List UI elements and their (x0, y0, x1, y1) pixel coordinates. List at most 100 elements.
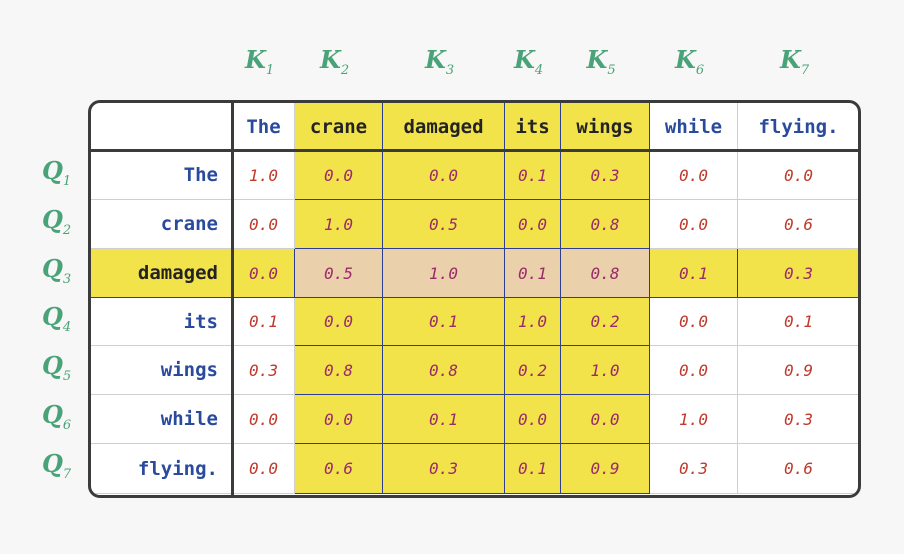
query-token: crane (91, 200, 233, 249)
query-token: flying. (91, 444, 233, 494)
attention-value: 0.0 (233, 395, 295, 444)
query-label: Q6 (42, 399, 72, 433)
attention-value: 0.1 (383, 395, 505, 444)
key-subscript: 6 (695, 62, 705, 78)
attention-value: 1.0 (295, 200, 383, 249)
attention-matrix: The crane damaged its wings while flying. The 1.… (88, 100, 861, 498)
key-letter: K (245, 45, 266, 74)
attention-value: 0.0 (650, 200, 738, 249)
query-subscript: 3 (62, 271, 72, 287)
header-row-divider (91, 149, 858, 152)
attention-value: 0.0 (561, 395, 650, 444)
key-token: its (505, 103, 561, 151)
query-letter: Q (42, 449, 63, 478)
attention-value: 0.0 (650, 151, 738, 200)
attention-value: 0.0 (233, 444, 295, 494)
attention-value: 1.0 (650, 395, 738, 444)
key-label: K1 (245, 48, 274, 77)
attention-value: 0.9 (738, 346, 858, 395)
attention-value: 0.3 (383, 444, 505, 494)
key-token: damaged (383, 103, 505, 151)
key-token: flying. (738, 103, 858, 151)
key-subscript: 3 (445, 62, 455, 78)
key-label: K5 (587, 48, 616, 77)
key-letter: K (425, 45, 446, 74)
query-subscript: 1 (62, 173, 72, 189)
query-label: Q2 (42, 204, 72, 238)
attention-value: 0.2 (505, 346, 561, 395)
attention-value: 0.0 (233, 249, 295, 298)
attention-value: 0.8 (561, 200, 650, 249)
query-label: Q7 (42, 452, 71, 481)
query-subscript: 5 (62, 368, 72, 384)
query-subscript: 4 (62, 319, 72, 335)
key-label: K3 (425, 48, 454, 77)
key-token: The (233, 103, 295, 151)
query-token: damaged (91, 249, 233, 298)
key-subscript: 1 (265, 62, 275, 78)
attention-value: 0.1 (383, 298, 505, 346)
attention-value: 0.3 (738, 249, 858, 298)
attention-value: 0.8 (295, 346, 383, 395)
attention-value: 0.3 (650, 444, 738, 494)
attention-value: 0.8 (383, 346, 505, 395)
corner-cell (91, 103, 233, 151)
attention-value: 0.1 (505, 249, 561, 298)
query-token: wings (91, 346, 233, 395)
key-subscript: 7 (800, 62, 810, 78)
query-label: Q1 (42, 155, 72, 189)
attention-value: 1.0 (505, 298, 561, 346)
key-token: while (650, 103, 738, 151)
attention-value: 0.0 (505, 395, 561, 444)
query-letter: Q (42, 253, 63, 283)
query-letter: Q (42, 155, 63, 185)
query-letter: Q (42, 399, 63, 429)
attention-value: 0.3 (738, 395, 858, 444)
attention-value: 0.9 (561, 444, 650, 494)
attention-value: 0.0 (295, 395, 383, 444)
attention-value: 0.1 (505, 444, 561, 494)
key-subscript: 4 (534, 62, 544, 78)
attention-value: 0.0 (650, 346, 738, 395)
key-letter: K (780, 45, 801, 74)
attention-value: 0.6 (738, 200, 858, 249)
key-subscript: 5 (607, 62, 616, 78)
query-subscript: 2 (62, 222, 72, 238)
query-subscript: 7 (62, 466, 72, 482)
query-token: The (91, 151, 233, 200)
attention-value: 0.1 (233, 298, 295, 346)
key-label: K2 (320, 48, 349, 77)
attention-value: 0.0 (295, 151, 383, 200)
key-letter: K (514, 45, 535, 74)
attention-value: 1.0 (561, 346, 650, 395)
query-letter: Q (42, 350, 63, 380)
attention-value: 0.0 (505, 200, 561, 249)
attention-value: 0.0 (738, 151, 858, 200)
query-letter: Q (42, 204, 63, 234)
attention-value: 0.0 (383, 151, 505, 200)
attention-value: 0.5 (295, 249, 383, 298)
key-token: wings (561, 103, 650, 151)
attention-value: 0.3 (233, 346, 295, 395)
query-label: Q4 (42, 305, 71, 334)
query-letter: Q (42, 302, 63, 331)
attention-value: 0.0 (650, 298, 738, 346)
query-subscript: 6 (62, 417, 72, 433)
query-label: Q5 (42, 350, 72, 384)
header-column-divider (231, 103, 234, 495)
attention-value: 0.2 (561, 298, 650, 346)
query-token: its (91, 298, 233, 346)
attention-value: 0.1 (505, 151, 561, 200)
key-letter: K (675, 45, 696, 74)
attention-value: 1.0 (383, 249, 505, 298)
key-token: crane (295, 103, 383, 151)
attention-value: 0.0 (233, 200, 295, 249)
key-label: K4 (514, 48, 543, 77)
attention-value: 0.0 (295, 298, 383, 346)
attention-value: 0.6 (295, 444, 383, 494)
attention-value: 0.6 (738, 444, 858, 494)
attention-value: 0.1 (650, 249, 738, 298)
key-label: K7 (780, 48, 809, 77)
key-subscript: 2 (340, 62, 350, 78)
query-label: Q3 (42, 253, 72, 287)
